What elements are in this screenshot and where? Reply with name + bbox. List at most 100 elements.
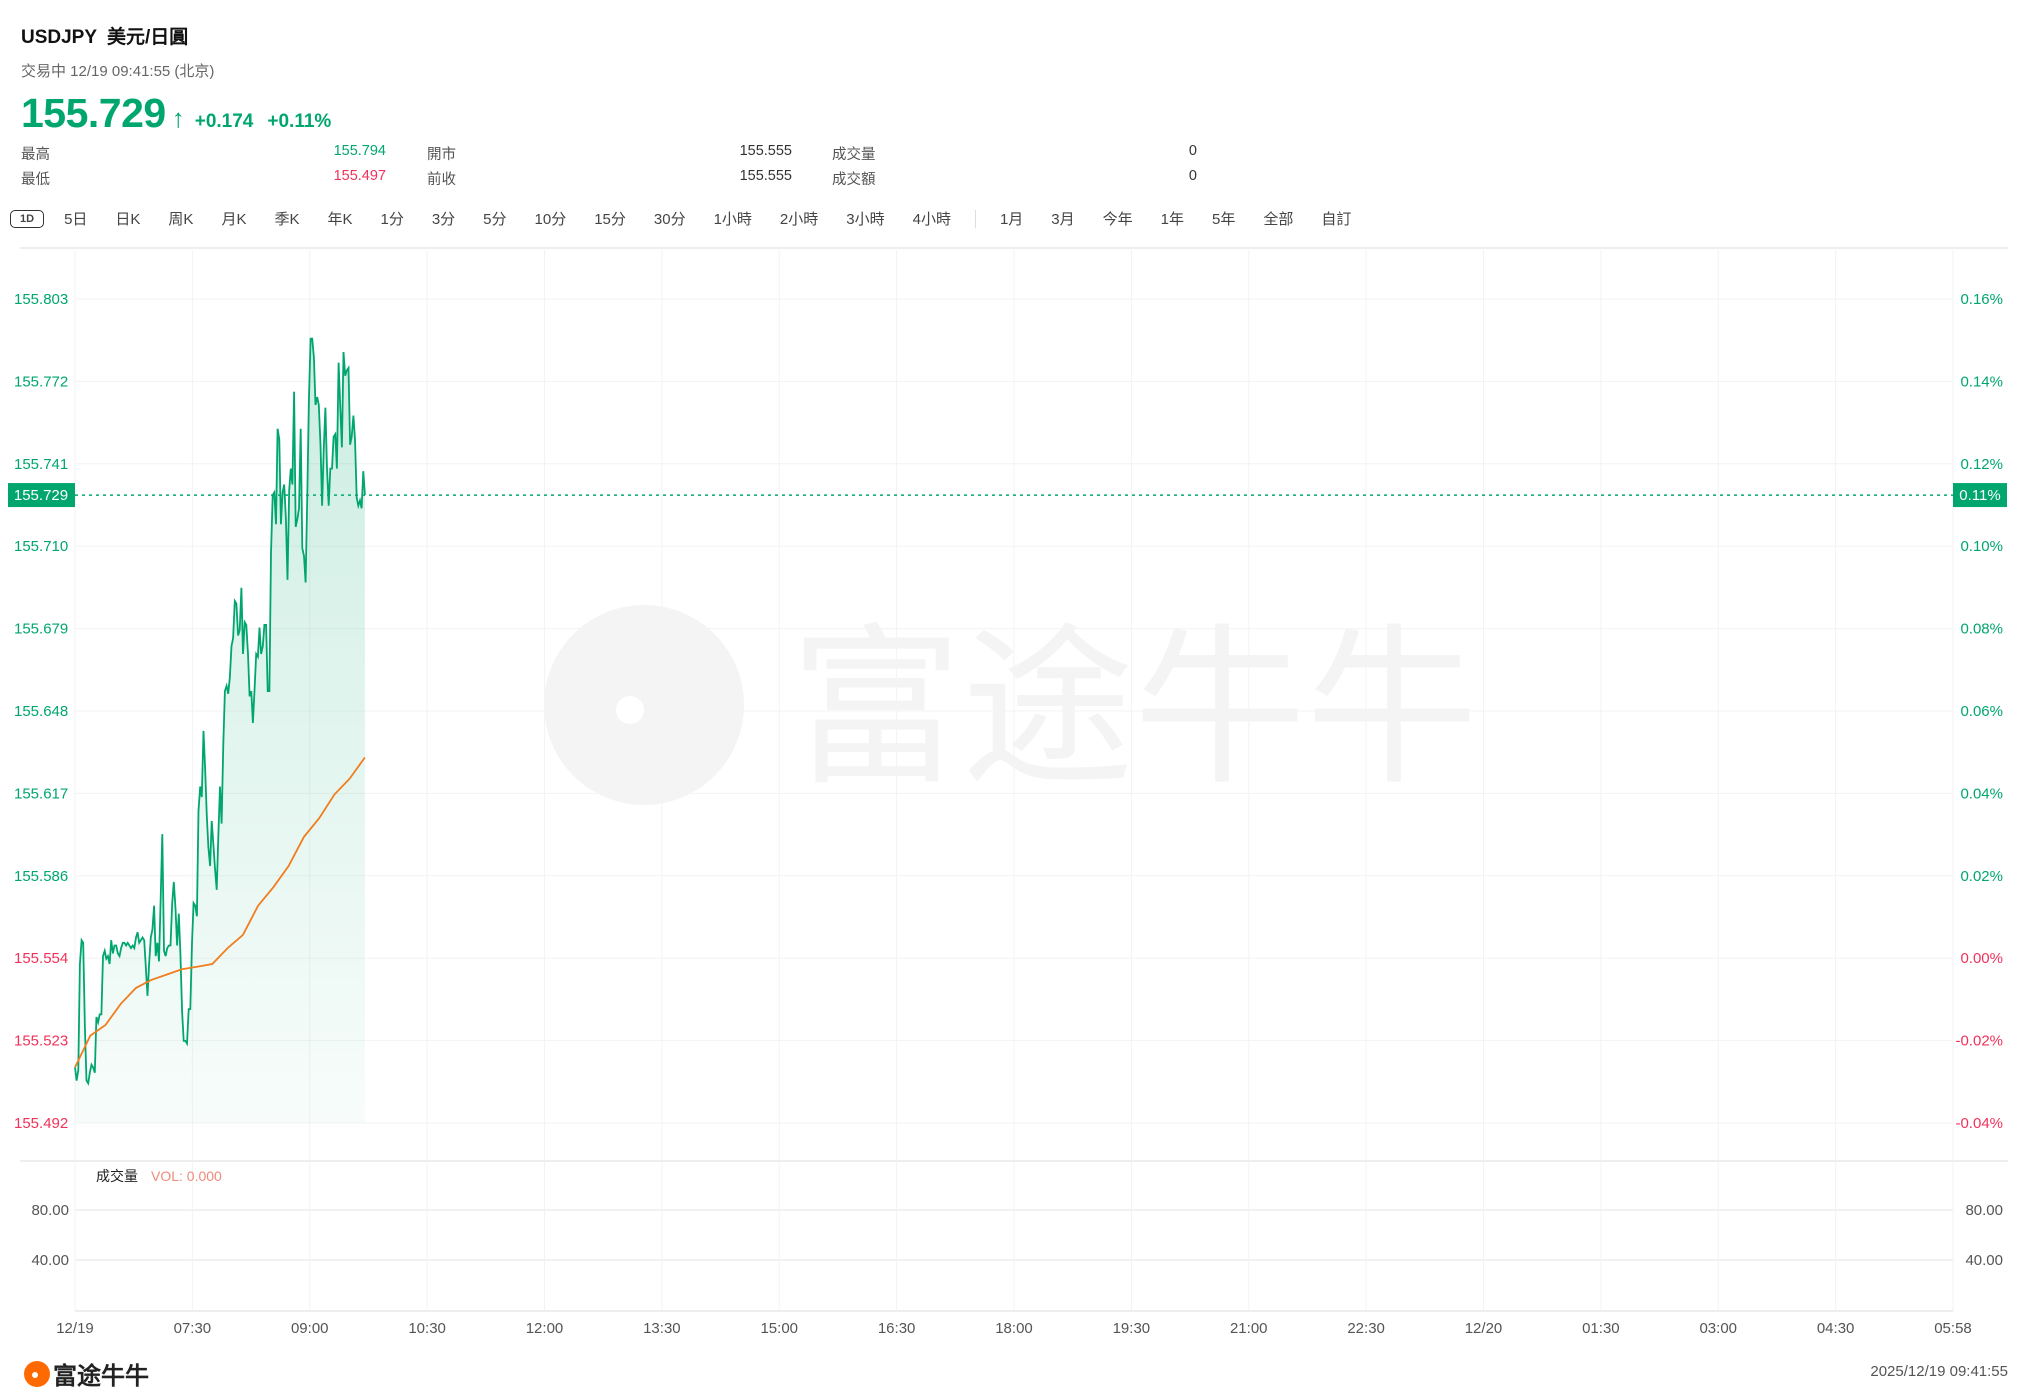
- tab-period-14[interactable]: 3小時: [846, 211, 885, 228]
- current-price-tag: [8, 483, 75, 508]
- stat-open-value: 155.555: [739, 143, 792, 159]
- y-tick-pct-label: 0.06%: [1960, 703, 2003, 720]
- tab-period-15[interactable]: 4小時: [912, 211, 951, 228]
- y-tick-label: 155.586: [14, 868, 68, 885]
- volume-tick-label: 80.00: [31, 1202, 69, 1219]
- series: [74, 337, 1953, 1123]
- tab-period-11[interactable]: 30分: [653, 211, 686, 228]
- price-row: 155.729 ↑ +0.174 +0.11%: [21, 90, 345, 137]
- volume-tick-label-right: 40.00: [1965, 1252, 2003, 1269]
- y-tick-pct-label: -0.02%: [1955, 1033, 2003, 1050]
- x-tick-label: 10:30: [408, 1320, 446, 1337]
- toolbar-divider: [974, 209, 976, 228]
- tab-range-1[interactable]: 3月: [1051, 211, 1075, 228]
- y-tick-label: 155.772: [14, 373, 68, 390]
- volume-tick-label: 40.00: [31, 1252, 69, 1269]
- watermark-logo-icon: [544, 605, 744, 805]
- tab-range-5[interactable]: 全部: [1263, 211, 1294, 228]
- instrument-name: 美元/日圓: [107, 27, 189, 48]
- x-tick-label: 15:00: [760, 1320, 798, 1337]
- tab-period-5[interactable]: 年K: [327, 211, 353, 228]
- x-tick-label: 12/20: [1465, 1320, 1503, 1337]
- stat-turnover-label: 成交額: [832, 172, 876, 188]
- y-tick-pct-label: 0.04%: [1960, 785, 2003, 802]
- y-tick-pct-label: 0.16%: [1960, 291, 2003, 308]
- current-pct-tag: [1953, 483, 2007, 508]
- tab-range-4[interactable]: 5年: [1212, 211, 1236, 228]
- footer-brand: 富途牛牛: [53, 1363, 149, 1390]
- y-tick-pct-label: 0.08%: [1960, 621, 2003, 638]
- tab-period-2[interactable]: 周K: [168, 211, 194, 228]
- x-tick-label: 12/19: [56, 1320, 94, 1337]
- volume-label: 成交量: [96, 1168, 138, 1184]
- futu-logo-icon: [24, 1360, 50, 1387]
- symbol: USDJPY: [21, 27, 98, 48]
- x-tick-label: 05:58: [1934, 1320, 1972, 1337]
- x-tick-label: 07:30: [174, 1320, 212, 1337]
- footer-logo: 富途牛牛: [21, 1356, 149, 1391]
- tab-range-0[interactable]: 1月: [999, 211, 1024, 228]
- price-area: [75, 338, 365, 1123]
- tab-range-3[interactable]: 1年: [1160, 211, 1184, 228]
- x-tick-label: 01:30: [1582, 1320, 1620, 1337]
- instrument-title: USDJPY 美元/日圓: [21, 22, 198, 49]
- stat-low-label: 最低: [21, 172, 50, 188]
- y-tick-label: 155.679: [14, 621, 68, 638]
- volume-tick-label-right: 80.00: [1965, 1202, 2003, 1219]
- arrow-up-icon: ↑: [171, 103, 185, 133]
- x-tick-label: 16:30: [878, 1320, 916, 1337]
- tab-period-3[interactable]: 月K: [221, 211, 247, 228]
- y-tick-label: 155.523: [14, 1033, 68, 1050]
- y-tick-label: 155.648: [14, 703, 68, 720]
- y-tick-pct-label: 0.02%: [1960, 868, 2003, 885]
- stat-low-value: 155.497: [333, 168, 386, 184]
- current-pct-tag-text: 0.11%: [1959, 487, 2000, 504]
- y-tick-label: 155.492: [14, 1115, 68, 1132]
- tab-range-6[interactable]: 自訂: [1321, 211, 1352, 228]
- grid: [20, 247, 2008, 1312]
- trading-status: 交易中 12/19 09:41:55 (北京): [21, 63, 215, 80]
- tab-period-10[interactable]: 15分: [594, 211, 626, 228]
- axis-labels: 12/19 07:30 09:00 10:30 12:00 13:30 15:00 16:30…: [8, 291, 2007, 1337]
- stat-volume-label: 成交量: [832, 147, 876, 163]
- y-tick-pct-label: 0.10%: [1960, 538, 2003, 555]
- y-tick-label: 155.617: [14, 785, 68, 802]
- tab-period-8[interactable]: 5分: [483, 211, 507, 228]
- stat-high-value: 155.794: [333, 143, 386, 159]
- footer-timestamp: 2025/12/19 09:41:55: [1870, 1363, 2008, 1380]
- tab-period-4[interactable]: 季K: [274, 211, 300, 228]
- last-price: 155.729: [21, 90, 166, 136]
- price-line: [74, 337, 366, 1086]
- tab-period-12[interactable]: 1小時: [713, 211, 752, 228]
- price-change-pct: +0.11%: [267, 111, 332, 132]
- x-tick-label: 12:00: [526, 1320, 564, 1337]
- tab-range-2[interactable]: 今年: [1102, 211, 1133, 228]
- stat-prev-close-value: 155.555: [739, 168, 792, 184]
- y-tick-label: 155.554: [14, 950, 68, 967]
- x-tick-label: 22:30: [1347, 1320, 1385, 1337]
- tab-period-0[interactable]: 5日: [64, 211, 88, 228]
- average-price-line: [74, 756, 366, 1068]
- stat-volume-value: 0: [1188, 143, 1197, 159]
- tab-period-9[interactable]: 10分: [534, 211, 567, 228]
- y-tick-pct-label: 0.12%: [1960, 456, 2003, 473]
- x-tick-label: 18:00: [995, 1320, 1033, 1337]
- x-tick-label: 03:00: [1699, 1320, 1737, 1337]
- y-tick-pct-label: 0.14%: [1960, 373, 2003, 390]
- stat-turnover-value: 0: [1188, 168, 1197, 184]
- tab-1d[interactable]: 1D: [10, 209, 45, 228]
- tab-period-1[interactable]: 日K: [115, 211, 141, 228]
- period-toolbar: 1D 5日 日K 周K 月K 季K 年K 1分 3分 5分 10分 15分 30分 1小時 2小時 3小時 4…: [10, 208, 1365, 229]
- price-change: +0.174: [194, 111, 254, 132]
- tab-period-7[interactable]: 3分: [431, 211, 456, 228]
- x-tick-label: 09:00: [291, 1320, 329, 1337]
- x-tick-label: 13:30: [643, 1320, 681, 1337]
- volume-value-label: VOL: 0.000: [151, 1168, 222, 1184]
- tab-period-6[interactable]: 1分: [380, 211, 404, 228]
- y-tick-label: 155.741: [14, 456, 68, 473]
- tab-period-13[interactable]: 2小時: [779, 211, 819, 228]
- y-tick-pct-label: 0.00%: [1960, 950, 2003, 967]
- watermark-logo-eye: [616, 696, 644, 724]
- watermark-text: 富途牛牛: [790, 608, 1478, 809]
